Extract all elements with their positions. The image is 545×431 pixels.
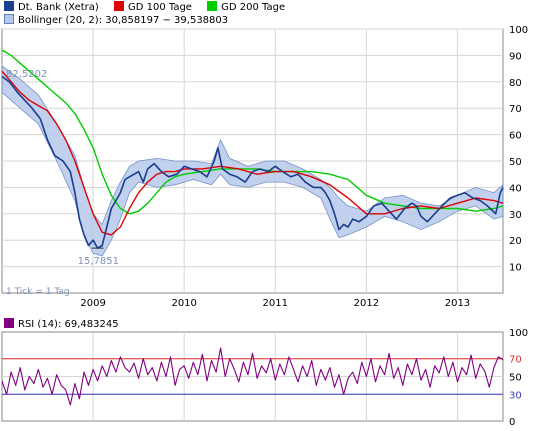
legend-label-bollinger: Bollinger (20, 2): 30,858197 − 39,538803 (18, 15, 229, 26)
legend-item-price: Dt. Bank (Xetra) (4, 1, 99, 14)
tick-note: 1 Tick = 1 Tag (6, 287, 70, 297)
y-tick-label: 70 (509, 104, 522, 115)
x-tick-label: 2010 (171, 298, 196, 309)
legend-item-gd200: GD 200 Tage (207, 1, 285, 14)
series-rsi-line (1, 347, 504, 406)
legend-item-gd100: GD 100 Tage (113, 1, 192, 14)
legend-swatch-bollinger (4, 14, 14, 24)
rsi-y-tick-label: 30 (509, 390, 522, 401)
legend-label-gd200: GD 200 Tage (221, 2, 286, 13)
bollinger-band (1, 65, 504, 257)
y-tick-label: 90 (509, 51, 522, 62)
legend-label-rsi: RSI (14): 69,483245 (18, 319, 119, 330)
series-gd100-line (1, 70, 504, 236)
x-tick-label: 2012 (354, 298, 379, 309)
rsi-y-tick-label: 0 (509, 417, 515, 428)
y-tick-label: 60 (509, 131, 522, 142)
legend-item-bollinger: Bollinger (20, 2): 30,858197 − 39,538803 (4, 14, 228, 27)
annotation-min: 15,7851 (78, 256, 119, 267)
y-tick-label: 80 (509, 78, 522, 89)
annotation-max: 82,5202 (6, 69, 47, 80)
y-tick-label: 20 (509, 236, 522, 247)
y-tick-label: 40 (509, 183, 522, 194)
legend-row-1: Dt. Bank (Xetra) GD 100 Tage GD 200 Tage (4, 1, 297, 14)
legend-row-rsi: RSI (14): 69,483245 (4, 318, 131, 331)
y-tick-label: 100 (509, 25, 528, 36)
x-tick-label: 2013 (445, 298, 470, 309)
rsi-y-tick-label: 70 (509, 355, 522, 366)
rsi-chart-panel: 0 30 50 70 100 (1, 328, 528, 428)
series-price-line (1, 75, 504, 249)
x-tick-label: 2009 (80, 298, 105, 309)
price-chart-panel: 10 20 30 40 50 60 70 80 90 100 2009 2010 2011 2012 201… (1, 25, 528, 309)
series-gd200-line (1, 49, 504, 215)
y-tick-label: 30 (509, 210, 522, 221)
legend-item-rsi: RSI (14): 69,483245 (4, 318, 119, 331)
rsi-y-tick-label: 100 (509, 328, 528, 339)
legend-swatch-gd200 (207, 1, 218, 11)
legend-swatch-price (4, 1, 14, 11)
legend-label-gd100: GD 100 Tage (127, 2, 192, 13)
legend-row-2: Bollinger (20, 2): 30,858197 − 39,538803 (4, 14, 240, 27)
rsi-y-tick-label: 50 (509, 373, 522, 384)
legend-swatch-rsi (4, 318, 14, 328)
y-tick-label: 50 (509, 157, 522, 168)
x-tick-label: 2011 (263, 298, 288, 309)
legend-label-price: Dt. Bank (Xetra) (18, 2, 99, 13)
y-tick-label: 10 (509, 263, 522, 274)
legend-swatch-gd100 (113, 1, 124, 11)
